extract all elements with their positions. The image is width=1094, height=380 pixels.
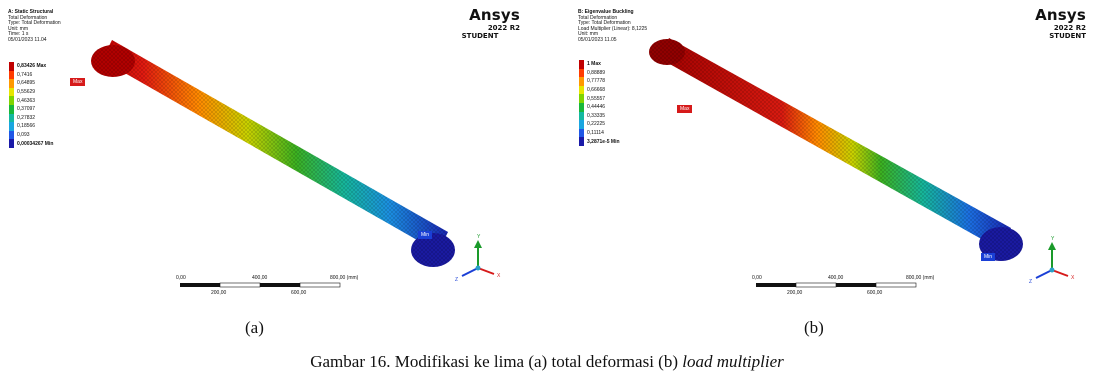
legend-swatch [579, 94, 584, 103]
legend-label-min: 0,00034267 Min [17, 140, 54, 147]
legend-swatch [579, 120, 584, 129]
model-viewport[interactable]: Y X Z [551, 0, 1091, 310]
info-line: Unit: mm [8, 25, 28, 32]
legend-swatch [579, 85, 584, 95]
legend-label-max: 0,83426 Max [17, 63, 47, 70]
info-line: Type: Total Deformation [578, 20, 631, 27]
legend-label-max: 1 Max [587, 61, 601, 68]
brand-edition: STUDENT [461, 32, 499, 40]
legend-swatch [579, 60, 584, 69]
shaft-model [91, 40, 455, 267]
legend-swatch [9, 139, 14, 148]
legend-label: 0,22225 [587, 121, 606, 128]
brand-name: Ansys [469, 6, 520, 24]
scale-bar [180, 282, 341, 288]
shaft-model [649, 38, 1023, 261]
brand-version: 2022 R2 [487, 24, 520, 32]
legend-swatch [9, 104, 14, 114]
min-probe-tag: Min [981, 253, 996, 261]
legend-label: 0,093 [17, 132, 30, 139]
color-legend: 0,83426 Max 0,7416 0,64895 0,55629 0,463… [9, 62, 53, 148]
legend-swatch [579, 111, 584, 121]
legend-label: 0,64895 [17, 80, 36, 87]
svg-text:Z: Z [1029, 279, 1032, 285]
scale-label: 800,00 (mm) [330, 275, 359, 281]
sub-caption-b: (b) [804, 318, 824, 337]
legend-label: 0,46363 [17, 97, 36, 104]
info-line: Time: 1 s [8, 31, 29, 38]
legend-label-min: 3,2871e-5 Min [587, 138, 620, 145]
info-line: Total Deformation [578, 14, 618, 21]
legend-swatch [9, 113, 14, 123]
brand-edition: STUDENT [1049, 32, 1086, 40]
legend-swatch [9, 130, 14, 140]
info-line: Type: Total Deformation [8, 20, 61, 27]
legend-swatch [9, 87, 14, 97]
color-legend: 1 Max 0,88889 0,77778 0,66668 0,55557 0,… [579, 60, 620, 146]
model-viewport[interactable]: Y X Z [0, 0, 540, 310]
legend-label: 0,55629 [17, 89, 36, 96]
svg-text:X: X [497, 273, 501, 279]
scale-label: 400,00 [252, 275, 268, 281]
caption-italic: load multiplier [682, 352, 784, 371]
figure-caption: Gambar 16. Modifikasi ke lima (a) total … [0, 352, 1094, 372]
svg-text:Y: Y [477, 234, 481, 240]
info-line: Total Deformation [8, 14, 48, 21]
scale-label: 600,00 [291, 290, 307, 296]
legend-swatch [579, 68, 584, 78]
legend-swatch [9, 62, 14, 71]
legend-label: 0,44446 [587, 104, 606, 111]
legend-swatch [579, 77, 584, 86]
brand-name: Ansys [1035, 6, 1086, 24]
scale-label: 800,00 (mm) [906, 275, 935, 281]
brand-version: 2022 R2 [1053, 24, 1086, 32]
scale-label: 200,00 [787, 290, 803, 296]
ansys-logo: Ansys 2022 R2 STUDENT [440, 6, 520, 40]
legend-swatch [9, 79, 14, 88]
legend-label: 0,37097 [17, 106, 36, 113]
info-line: Load Multiplier (Linear): 8,1225 [578, 25, 648, 32]
max-probe-tag: Max [677, 105, 693, 113]
min-probe-tag: Min [418, 231, 433, 239]
coordinate-triad: Y X Z [1029, 236, 1075, 285]
svg-text:Z: Z [455, 277, 458, 283]
legend-label: 0,11114 [587, 130, 604, 137]
analysis-title: A: Static Structural [8, 9, 54, 15]
legend-label: 0,55557 [587, 95, 606, 102]
sub-caption-a: (a) [245, 318, 264, 337]
legend-label: 0,27832 [17, 114, 36, 121]
legend-swatch [579, 102, 584, 112]
legend-swatch [9, 96, 14, 105]
analysis-title: B: Eigenvalue Buckling [578, 9, 634, 15]
scale-label: 0,00 [176, 275, 186, 281]
legend-swatch [579, 137, 584, 146]
info-line: 05/01/2023 11.05 [578, 36, 617, 43]
legend-swatch [579, 128, 584, 138]
legend-label: 0,88889 [587, 69, 606, 76]
legend-label: 0,33335 [587, 112, 606, 119]
info-line: Unit: mm [578, 31, 598, 38]
result-info: A: Static Structural Total Deformation T… [8, 9, 61, 44]
legend-label: 0,7416 [17, 71, 33, 78]
legend-label: 0,77778 [587, 78, 606, 85]
info-line: 05/01/2023 11.04 [8, 36, 47, 43]
legend-swatch [9, 70, 14, 80]
caption-text: Gambar 16. Modifikasi ke lima (a) total … [310, 352, 683, 371]
svg-text:Y: Y [1051, 236, 1055, 242]
scale-label: 600,00 [867, 290, 883, 296]
ansys-logo: Ansys 2022 R2 STUDENT [1006, 6, 1086, 40]
scale-label: 400,00 [828, 275, 844, 281]
legend-label: 0,18566 [17, 123, 36, 130]
scale-bar [756, 282, 917, 288]
svg-text:X: X [1071, 275, 1075, 281]
legend-label: 0,66668 [587, 87, 606, 94]
scale-label: 200,00 [211, 290, 227, 296]
panel-eigenvalue-buckling: B: Eigenvalue Buckling Total Deformation… [551, 0, 1091, 310]
panel-static-structural: A: Static Structural Total Deformation T… [0, 0, 540, 310]
scale-label: 0,00 [752, 275, 762, 281]
coordinate-triad: Y X Z [455, 234, 501, 283]
legend-swatch [9, 122, 14, 131]
result-info: B: Eigenvalue Buckling Total Deformation… [578, 9, 648, 44]
max-probe-tag: Max [70, 78, 86, 86]
